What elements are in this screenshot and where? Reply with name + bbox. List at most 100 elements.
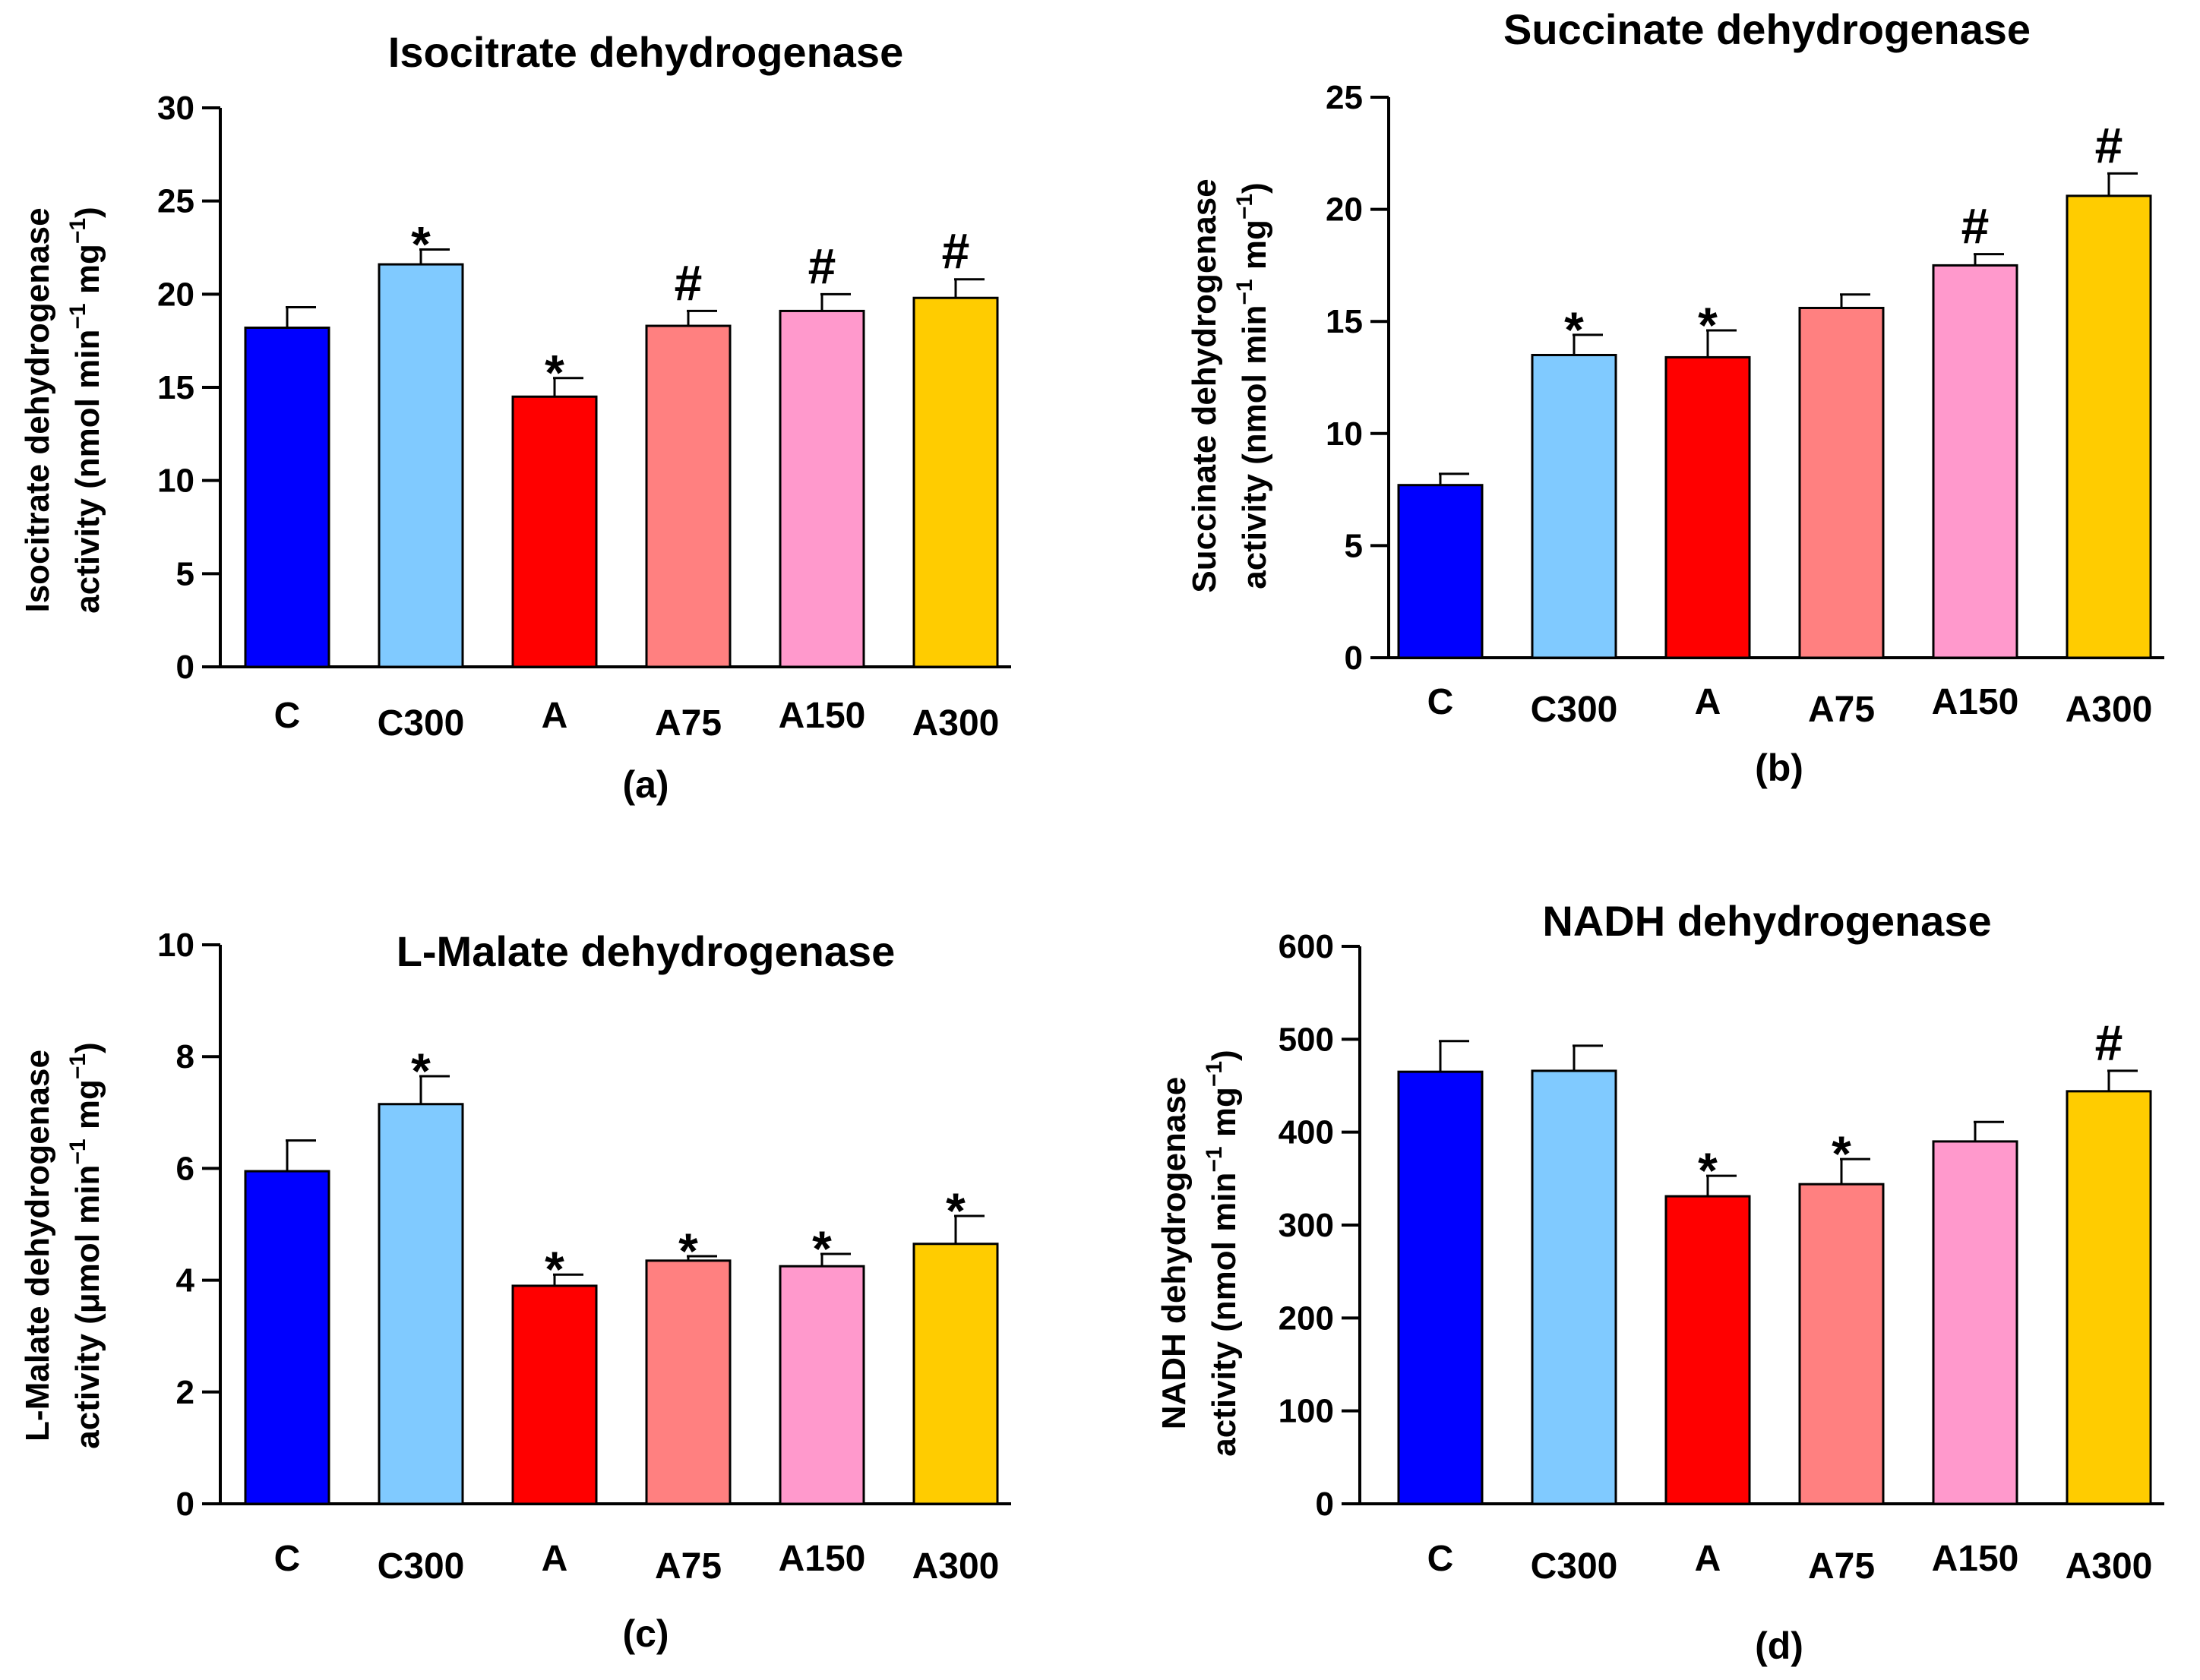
significance-marker: * bbox=[411, 216, 431, 272]
ylabel-prefix: activity (nmol min bbox=[1206, 1173, 1243, 1457]
ylabel-exponent: −1 bbox=[65, 303, 90, 329]
y-axis-label-line-1: Isocitrate dehydrogenase bbox=[19, 207, 56, 612]
category-label-A300: A300 bbox=[912, 703, 1000, 744]
y-tick-label: 0 bbox=[1345, 639, 1363, 677]
category-label-A150: A150 bbox=[1932, 1539, 2019, 1579]
ylabel-exponent: −1 bbox=[65, 1053, 90, 1079]
significance-marker: # bbox=[2095, 1015, 2123, 1071]
category-label-C: C bbox=[1427, 1539, 1454, 1579]
y-tick-label: 300 bbox=[1279, 1207, 1334, 1244]
significance-marker: * bbox=[1564, 302, 1584, 358]
y-axis-label-line-1: NADH dehydrogenase bbox=[1155, 1077, 1193, 1430]
y-tick-label: 15 bbox=[157, 369, 194, 406]
y-tick-label: 200 bbox=[1279, 1299, 1334, 1337]
ylabel-prefix: activity (nmol min bbox=[1236, 305, 1273, 589]
significance-marker: # bbox=[808, 238, 836, 294]
y-tick-label: 30 bbox=[157, 90, 194, 127]
y-tick-label: 0 bbox=[176, 649, 194, 686]
ylabel-prefix: activity (μmol min bbox=[69, 1165, 106, 1449]
ylabel-mid: mg bbox=[69, 1079, 106, 1138]
ylabel-exponent: −1 bbox=[1202, 1061, 1227, 1087]
y-axis-label-line-1: Succinate dehydrogenase bbox=[1186, 178, 1223, 592]
bar-A150 bbox=[779, 309, 865, 668]
bar-A bbox=[511, 1284, 598, 1505]
bar-C300 bbox=[378, 263, 464, 668]
ylabel-suffix: ) bbox=[1236, 182, 1273, 194]
ylabel-exponent: −1 bbox=[65, 1138, 90, 1164]
ylabel-exponent: −1 bbox=[1232, 194, 1257, 219]
bar-A75 bbox=[1798, 1183, 1885, 1505]
y-axis-label-line-2: activity (nmol min−1 mg−1) bbox=[1232, 182, 1273, 589]
y-axis-label-line-1: L-Malate dehydrogenase bbox=[19, 1050, 56, 1442]
y-tick-label: 600 bbox=[1279, 928, 1334, 965]
y-tick-label: 2 bbox=[176, 1374, 194, 1411]
y-axis-label-line-2: activity (nmol min−1 mg−1) bbox=[1202, 1050, 1243, 1456]
significance-marker: * bbox=[678, 1223, 698, 1279]
bar-A150 bbox=[779, 1265, 865, 1505]
y-axis-label-line-2: activity (μmol min−1 mg−1) bbox=[65, 1042, 106, 1448]
bar-A300 bbox=[2066, 194, 2152, 659]
y-tick-label: 25 bbox=[1326, 79, 1363, 116]
panel-label: (c) bbox=[622, 1612, 669, 1655]
category-label-A: A bbox=[1695, 1539, 1721, 1579]
significance-marker: * bbox=[411, 1043, 431, 1099]
bar-A bbox=[1664, 355, 1751, 659]
bar-A bbox=[511, 395, 598, 668]
y-tick-label: 6 bbox=[176, 1150, 194, 1187]
significance-marker: * bbox=[946, 1183, 966, 1239]
y-tick-label: 15 bbox=[1326, 303, 1363, 340]
panel-label: (d) bbox=[1755, 1625, 1803, 1667]
significance-marker: # bbox=[2095, 117, 2123, 173]
significance-marker: # bbox=[942, 223, 970, 279]
category-label-C: C bbox=[274, 1539, 301, 1579]
bar-C bbox=[244, 1170, 330, 1505]
significance-marker: # bbox=[675, 254, 703, 311]
y-tick-label: 400 bbox=[1279, 1114, 1334, 1151]
y-tick-label: 10 bbox=[157, 927, 194, 964]
chart-title: Isocitrate dehydrogenase bbox=[388, 28, 903, 76]
ylabel-exponent: −1 bbox=[65, 218, 90, 244]
chart-panel-4: NADH dehydrogenase 0 100 200 300 400 500 600 C C3… bbox=[1155, 897, 2164, 1667]
significance-marker: * bbox=[1698, 1142, 1718, 1198]
y-tick-label: 25 bbox=[157, 183, 194, 220]
bar-A300 bbox=[912, 1243, 999, 1505]
category-label-C: C bbox=[1427, 682, 1454, 722]
category-label-A300: A300 bbox=[2066, 1546, 2153, 1587]
bar-A300 bbox=[912, 296, 999, 668]
category-label-A150: A150 bbox=[779, 1539, 866, 1579]
significance-marker: * bbox=[545, 1241, 564, 1297]
category-label-A75: A75 bbox=[655, 1546, 722, 1587]
ylabel-mid: mg bbox=[1206, 1087, 1243, 1146]
bar-A75 bbox=[1798, 306, 1885, 659]
y-tick-label: 4 bbox=[176, 1262, 195, 1299]
category-label-C: C bbox=[274, 696, 301, 736]
bar-A75 bbox=[645, 1259, 732, 1505]
ylabel-prefix: activity (nmol min bbox=[69, 330, 106, 614]
ylabel-exponent: −1 bbox=[1232, 279, 1257, 305]
significance-marker: * bbox=[1698, 297, 1718, 353]
ylabel-suffix: ) bbox=[69, 1042, 106, 1053]
chart-title: Succinate dehydrogenase bbox=[1503, 5, 2031, 53]
y-axis-label-line-2: activity (nmol min−1 mg−1) bbox=[65, 207, 106, 613]
category-label-C300: C300 bbox=[378, 703, 465, 744]
panel-label: (a) bbox=[622, 763, 669, 806]
bar-A150 bbox=[1932, 264, 2018, 659]
bar-C bbox=[244, 326, 330, 668]
y-tick-label: 10 bbox=[1326, 415, 1363, 453]
y-tick-label: 20 bbox=[157, 276, 194, 313]
significance-marker: * bbox=[545, 345, 564, 401]
ylabel-suffix: ) bbox=[1206, 1050, 1243, 1061]
bar-A75 bbox=[645, 324, 732, 668]
category-label-A: A bbox=[542, 1539, 568, 1579]
category-label-A150: A150 bbox=[779, 696, 866, 736]
y-tick-label: 0 bbox=[1316, 1486, 1334, 1523]
bar-A150 bbox=[1932, 1140, 2018, 1505]
bar-A300 bbox=[2066, 1090, 2152, 1505]
category-label-C300: C300 bbox=[1531, 690, 1618, 730]
bar-C bbox=[1397, 484, 1484, 659]
y-tick-label: 20 bbox=[1326, 191, 1363, 229]
y-tick-label: 500 bbox=[1279, 1021, 1334, 1058]
bar-C300 bbox=[1531, 353, 1617, 659]
category-label-C300: C300 bbox=[1531, 1546, 1618, 1587]
